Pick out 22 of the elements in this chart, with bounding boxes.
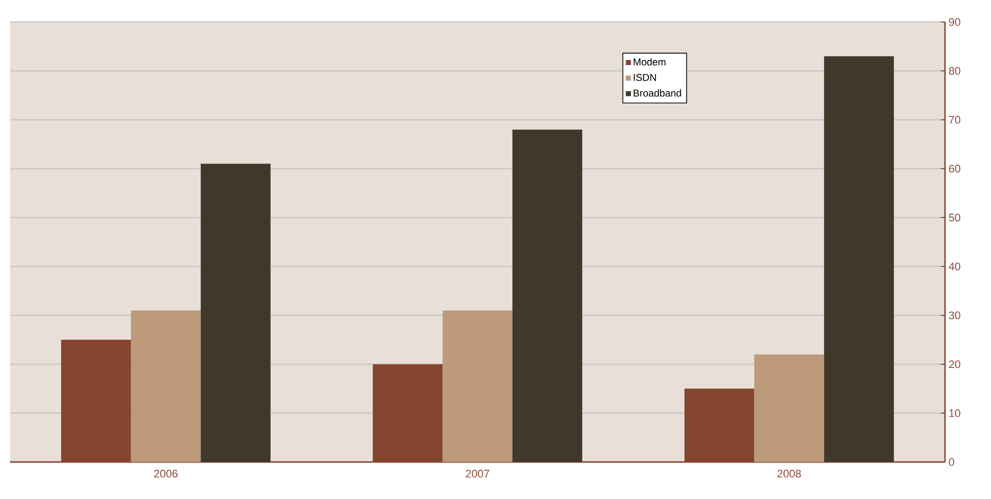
y-tick-label: 70 [949,116,960,124]
bar [824,56,894,462]
bar [512,130,582,462]
y-tick-label: 10 [949,409,960,417]
y-tick-label: 20 [949,360,960,368]
bar [442,310,512,462]
x-tick-label: 2006 [154,470,178,478]
x-tick-label: 2007 [466,470,490,478]
y-tick-label: 50 [948,214,960,222]
legend-label: Modem [634,58,666,66]
bar [200,164,271,462]
legend-label: Broadband [634,89,682,97]
x-tick-label: 2008 [778,470,801,478]
y-tick-label: 0 [948,458,954,466]
y-tick-label: 60 [949,164,960,173]
y-tick-label: 90 [949,18,960,26]
y-tick-label: 30 [948,311,960,320]
bar [754,354,824,462]
y-tick-label: 40 [948,262,960,270]
bar [130,310,201,462]
legend-label: ISDN [634,74,656,81]
y-tick-label: 80 [948,67,960,75]
